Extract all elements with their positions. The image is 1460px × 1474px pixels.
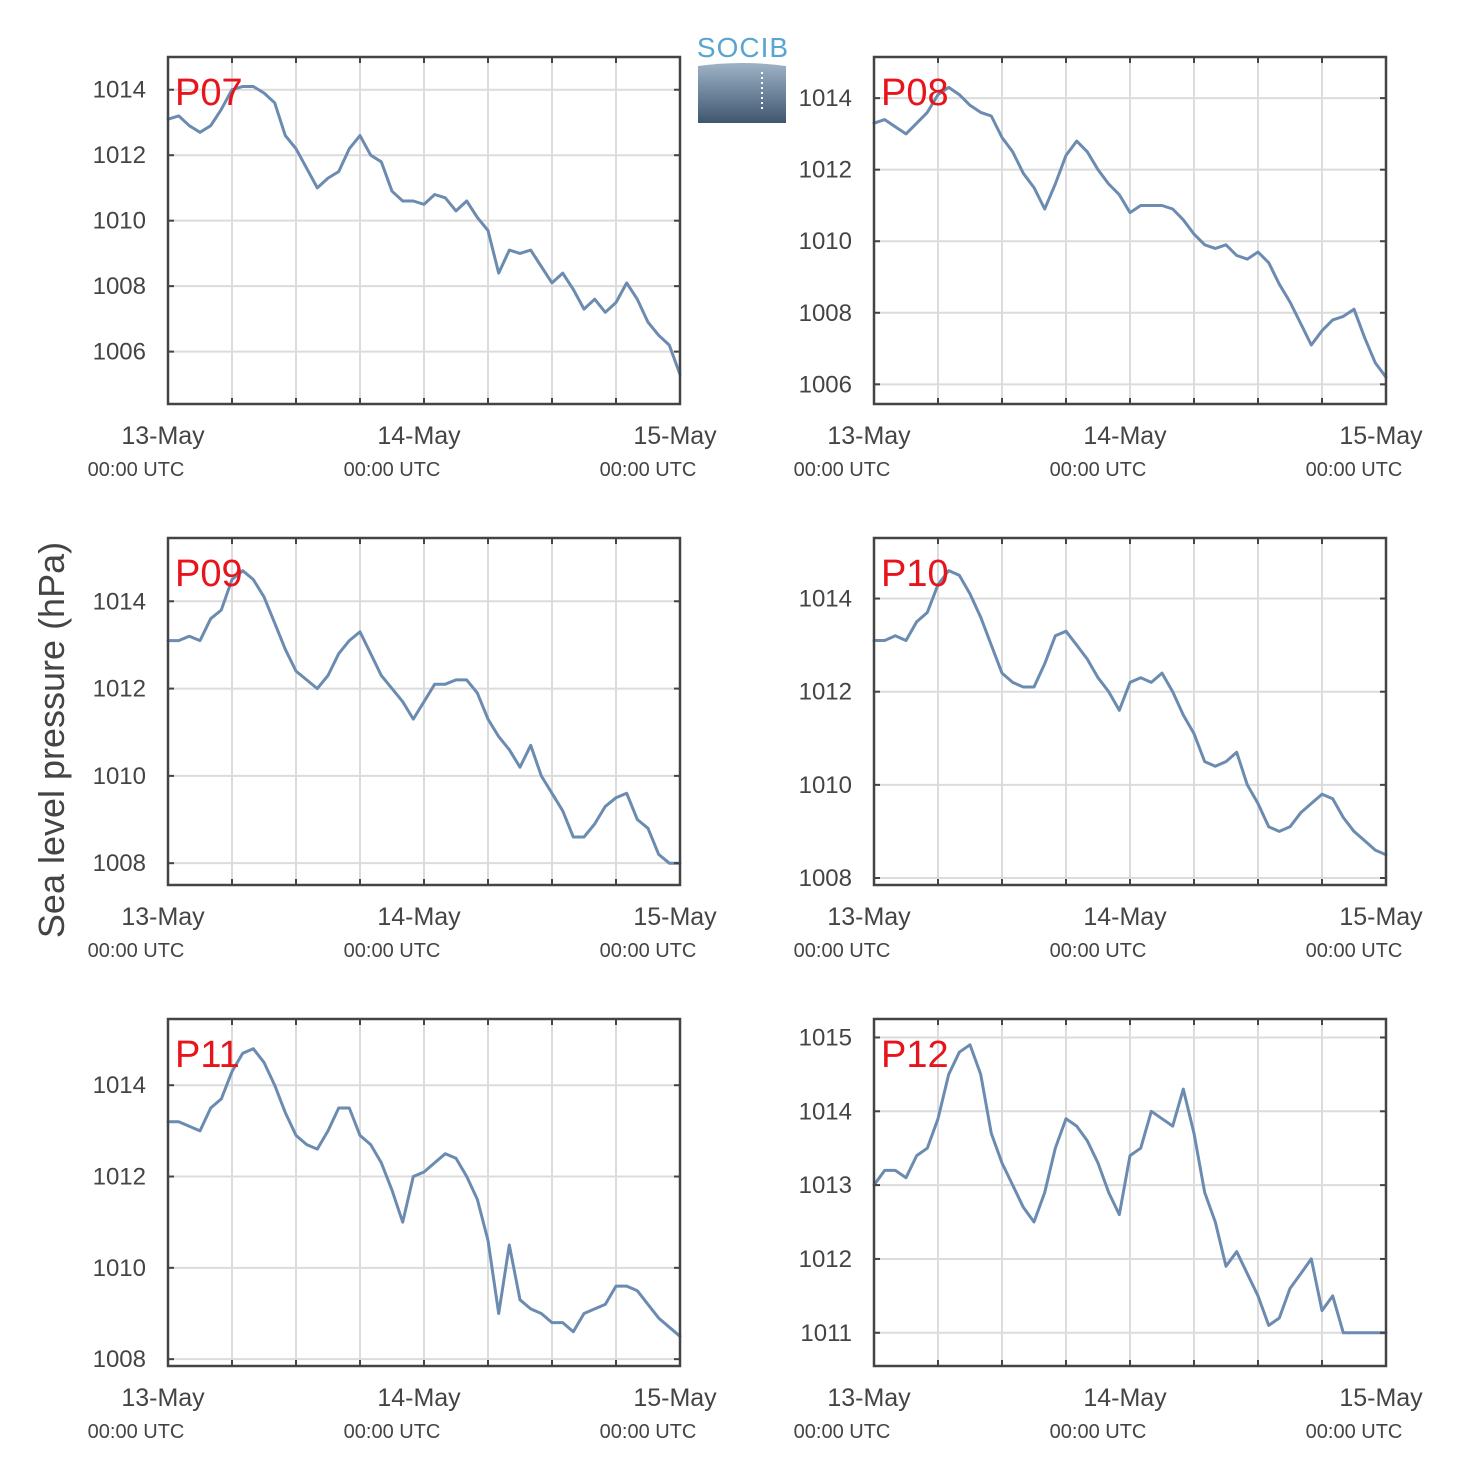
x-tick-label: 15-May <box>1339 903 1423 931</box>
panel-p11: 1008 1010 1012 1014 13-May 00:00 UTC 14-May 00:… <box>88 1017 717 1443</box>
y-tick-label: 1015 <box>799 1024 852 1051</box>
y-tick-label: 1008 <box>93 273 146 300</box>
x-tick-label: 14-May <box>1083 422 1167 450</box>
x-tick-sublabel: 00:00 UTC <box>1050 1421 1147 1443</box>
x-tick-sublabel: 00:00 UTC <box>794 940 891 962</box>
y-axis-label: Sea level pressure (hPa) <box>31 542 72 938</box>
logo-wave-shape <box>698 63 786 123</box>
x-tick-label: 15-May <box>633 422 717 450</box>
x-tick-label: 14-May <box>377 422 461 450</box>
pressure-series-line <box>166 569 682 865</box>
x-tick-sublabel: 00:00 UTC <box>88 459 185 481</box>
x-tick-sublabel: 00:00 UTC <box>794 1421 891 1443</box>
pressure-series-line <box>166 1047 682 1338</box>
y-tick-label: 1010 <box>799 228 852 255</box>
pressure-series-line <box>872 1043 1388 1335</box>
x-tick-label: 13-May <box>121 903 205 931</box>
x-tick-sublabel: 00:00 UTC <box>344 940 441 962</box>
y-tick-label: 1014 <box>799 586 852 613</box>
x-tick-label: 14-May <box>1083 903 1167 931</box>
y-tick-label: 1014 <box>93 588 146 615</box>
x-tick-label: 15-May <box>1339 422 1423 450</box>
pressure-series-line <box>872 569 1388 857</box>
panel-p09: 1008 1010 1012 1014 13-May 00:00 UTC 14-May 00:… <box>88 536 717 962</box>
panel-title: P11 <box>175 1034 240 1076</box>
x-tick-label: 14-May <box>377 903 461 931</box>
y-tick-label: 1014 <box>93 1072 146 1099</box>
y-tick-label: 1010 <box>799 772 852 799</box>
x-tick-sublabel: 00:00 UTC <box>1050 459 1147 481</box>
y-tick-label: 1014 <box>93 77 146 104</box>
x-tick-label: 15-May <box>1339 1384 1423 1412</box>
y-tick-label: 1012 <box>93 142 146 169</box>
x-tick-sublabel: 00:00 UTC <box>600 940 697 962</box>
y-tick-label: 1008 <box>799 300 852 327</box>
y-tick-label: 1012 <box>799 1246 852 1273</box>
panel-title: P12 <box>881 1034 949 1076</box>
panel-p07: 1006 1008 1010 1012 1014 13-May 00:00 UTC 14-Ma… <box>88 55 717 481</box>
y-tick-label: 1008 <box>93 1346 146 1373</box>
y-tick-label: 1008 <box>93 850 146 877</box>
x-tick-label: 14-May <box>1083 1384 1167 1412</box>
panel-p12: 1011 1012 1013 1014 1015 13-May 00:00 UTC 14-Ma… <box>794 1017 1423 1443</box>
x-tick-label: 13-May <box>121 1384 205 1412</box>
y-tick-label: 1008 <box>799 865 852 892</box>
y-tick-label: 1013 <box>799 1172 852 1199</box>
x-tick-sublabel: 00:00 UTC <box>344 459 441 481</box>
y-tick-label: 1006 <box>93 339 146 366</box>
x-tick-label: 13-May <box>827 422 911 450</box>
y-tick-label: 1010 <box>93 763 146 790</box>
x-tick-label: 13-May <box>827 1384 911 1412</box>
panel-title: P07 <box>175 72 243 114</box>
y-tick-label: 1010 <box>93 1255 146 1282</box>
y-tick-label: 1012 <box>799 679 852 706</box>
x-tick-sublabel: 00:00 UTC <box>1050 940 1147 962</box>
x-tick-sublabel: 00:00 UTC <box>600 459 697 481</box>
panel-title: P08 <box>881 72 949 114</box>
pressure-series-line <box>166 85 682 376</box>
x-tick-sublabel: 00:00 UTC <box>1306 1421 1403 1443</box>
y-tick-label: 1014 <box>799 85 852 112</box>
socib-logo: SOCIB <box>697 32 789 123</box>
y-tick-label: 1010 <box>93 208 146 235</box>
x-tick-sublabel: 00:00 UTC <box>88 1421 185 1443</box>
panel-title: P09 <box>175 553 243 595</box>
pressure-series-line <box>872 85 1388 379</box>
y-tick-label: 1014 <box>799 1098 852 1125</box>
y-tick-label: 1012 <box>93 1164 146 1191</box>
y-tick-label: 1012 <box>93 676 146 703</box>
y-tick-label: 1012 <box>799 157 852 184</box>
x-tick-label: 15-May <box>633 1384 717 1412</box>
x-tick-sublabel: 00:00 UTC <box>1306 940 1403 962</box>
panel-title: P10 <box>881 553 949 595</box>
x-tick-label: 14-May <box>377 1384 461 1412</box>
y-tick-label: 1006 <box>799 371 852 398</box>
x-tick-sublabel: 00:00 UTC <box>88 940 185 962</box>
x-tick-sublabel: 00:00 UTC <box>794 459 891 481</box>
panel-grid: 1006 1008 1010 1012 1014 13-May 00:00 UTC 14-Ma… <box>88 55 1423 1443</box>
logo-text: SOCIB <box>697 32 789 63</box>
panel-p08: 1006 1008 1010 1012 1014 13-May 00:00 UTC 14-Ma… <box>794 55 1423 481</box>
x-tick-sublabel: 00:00 UTC <box>600 1421 697 1443</box>
x-tick-sublabel: 00:00 UTC <box>1306 459 1403 481</box>
x-tick-sublabel: 00:00 UTC <box>344 1421 441 1443</box>
x-tick-label: 15-May <box>633 903 717 931</box>
panel-p10: 1008 1010 1012 1014 13-May 00:00 UTC 14-May 00:… <box>794 536 1423 962</box>
x-tick-label: 13-May <box>121 422 205 450</box>
y-tick-label: 1011 <box>800 1320 852 1347</box>
x-tick-label: 13-May <box>827 903 911 931</box>
